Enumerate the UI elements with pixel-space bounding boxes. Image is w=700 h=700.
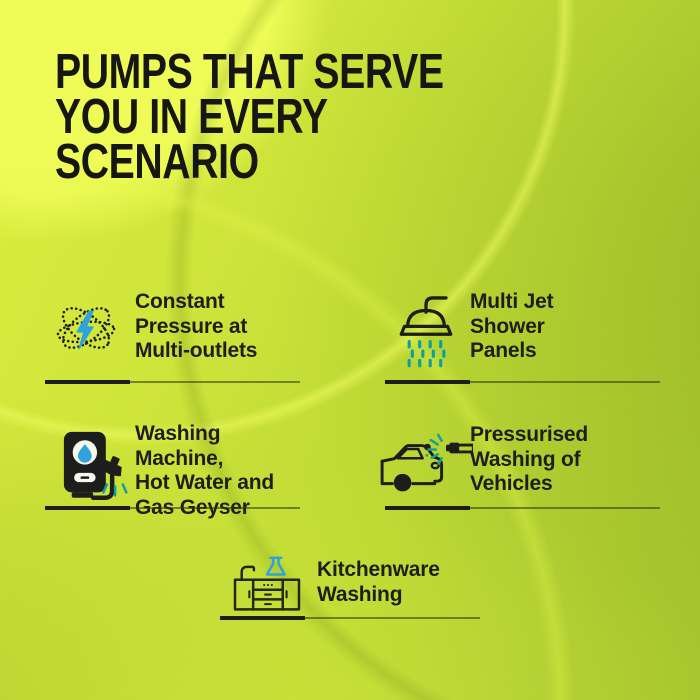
car-pressure-wash-icon — [379, 428, 475, 508]
feature-label: Constant Pressure at Multi-outlets — [135, 290, 258, 362]
underline-thick — [385, 506, 470, 510]
underline-thin — [305, 617, 480, 619]
underline-thin — [130, 507, 300, 509]
underline-thick — [45, 506, 130, 510]
feature-underline — [385, 380, 660, 384]
kitchen-sink-icon — [232, 554, 302, 617]
atom-bolt-icon — [51, 292, 121, 364]
water-heater-icon — [60, 428, 138, 508]
underline-thin — [130, 381, 300, 383]
feature-label: Pressurised Washing of Vehicles — [470, 423, 589, 495]
feature-multi-jet-shower: Multi Jet Shower Panels — [385, 288, 660, 384]
shower-head-icon — [391, 289, 461, 371]
feature-underline — [45, 506, 300, 510]
feature-underline — [385, 506, 660, 510]
feature-washing-machine-geyser: Washing Machine, Hot Water and Gas Geyse… — [45, 414, 300, 519]
page-title: PUMPS THAT SERVE YOU IN EVERY SCENARIO — [55, 45, 444, 189]
feature-underline — [220, 616, 480, 620]
feature-kitchenware-washing: Kitchenware Washing — [220, 550, 480, 620]
underline-thick — [385, 380, 470, 384]
feature-label: Kitchenware Washing — [317, 558, 440, 606]
feature-label: Multi Jet Shower Panels — [470, 290, 554, 362]
feature-pressurised-vehicle-washing: Pressurised Washing of Vehicles — [380, 414, 660, 510]
underline-thin — [470, 507, 660, 509]
underline-thick — [45, 380, 130, 384]
underline-thick — [220, 616, 305, 620]
feature-underline — [45, 380, 300, 384]
feature-constant-pressure: Constant Pressure at Multi-outlets — [45, 288, 300, 384]
underline-thin — [470, 381, 660, 383]
